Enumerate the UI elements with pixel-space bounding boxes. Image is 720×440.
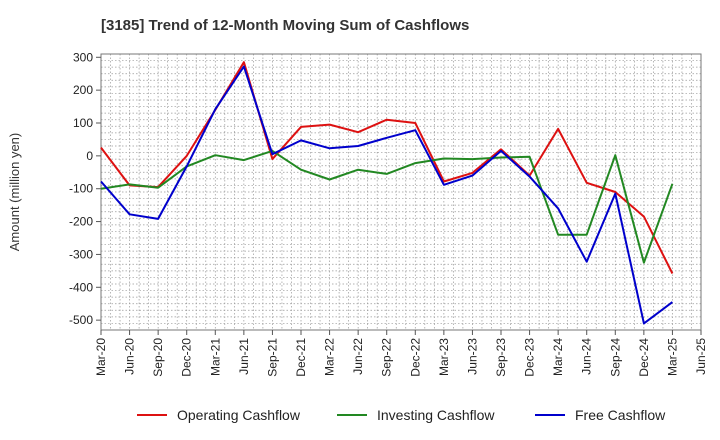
- y-tick-label: -200: [69, 215, 93, 229]
- operating-cashflow-line: [100, 61, 674, 274]
- x-axis-ticks: Mar-20 Jun-20 Sep-20 Dec-20 Mar-21 Jun-21 Sep-…: [94, 330, 708, 377]
- x-tick-label: Dec-22: [408, 338, 422, 377]
- x-tick-label: Jun-22: [351, 338, 365, 375]
- x-tick-label: Jun-23: [465, 338, 479, 375]
- operating-cashflow-legend-label: Operating Cashflow: [177, 407, 301, 423]
- x-tick-label: Sep-24: [608, 338, 622, 377]
- x-tick-label: Mar-25: [665, 338, 679, 376]
- x-tick-label: Sep-22: [380, 338, 394, 377]
- x-tick-label: Jun-25: [694, 338, 708, 375]
- y-axis-ticks: 300 200 100 0 -100 -200 -300 -400 -500: [69, 50, 101, 327]
- series-lines: [100, 61, 674, 325]
- chart-title: [3185] Trend of 12-Month Moving Sum of C…: [101, 17, 469, 34]
- y-tick-label: 200: [73, 83, 93, 97]
- x-tick-label: Dec-21: [294, 338, 308, 377]
- x-tick-label: Jun-24: [580, 338, 594, 375]
- grid-lines: [100, 53, 702, 331]
- x-tick-label: Mar-20: [94, 338, 108, 376]
- x-tick-label: Jun-20: [123, 338, 137, 375]
- y-axis-label: Amount (million yen): [7, 133, 22, 252]
- y-tick-label: -500: [69, 313, 93, 327]
- y-tick-label: 100: [73, 116, 93, 130]
- y-tick-label: -400: [69, 280, 93, 294]
- x-tick-label: Mar-23: [437, 338, 451, 376]
- x-tick-label: Sep-23: [494, 338, 508, 377]
- free-cashflow-legend-label: Free Cashflow: [575, 407, 666, 423]
- legend: Operating Cashflow Investing Cashflow Free…: [137, 407, 666, 423]
- x-tick-label: Dec-23: [523, 338, 537, 377]
- x-tick-label: Mar-24: [551, 338, 565, 376]
- y-tick-label: -300: [69, 247, 93, 261]
- x-tick-label: Jun-21: [237, 338, 251, 375]
- free-cashflow-line: [100, 65, 673, 325]
- x-tick-label: Dec-20: [180, 338, 194, 377]
- y-tick-label: 0: [86, 149, 93, 163]
- x-tick-label: Mar-22: [323, 338, 337, 376]
- investing-cashflow-line: [100, 149, 674, 264]
- x-tick-label: Sep-20: [151, 338, 165, 377]
- y-tick-label: 300: [73, 50, 93, 64]
- y-tick-label: -100: [69, 182, 93, 196]
- x-tick-label: Mar-21: [208, 338, 222, 376]
- investing-cashflow-legend-label: Investing Cashflow: [377, 407, 495, 423]
- x-tick-label: Sep-21: [265, 338, 279, 377]
- x-tick-label: Dec-24: [637, 338, 651, 377]
- plot-area-frame: [100, 53, 702, 331]
